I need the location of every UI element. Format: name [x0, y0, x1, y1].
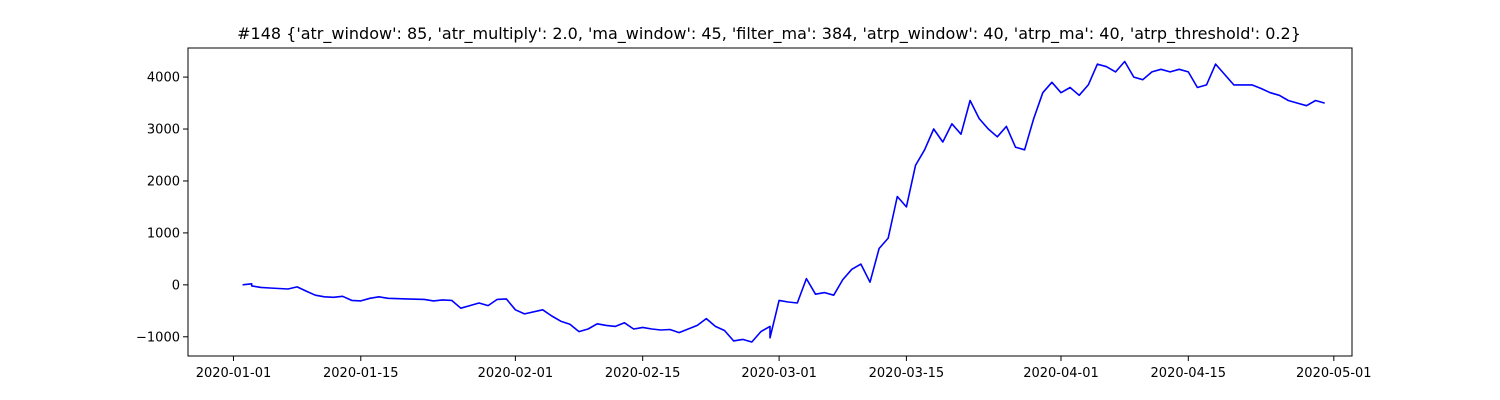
y-axis: −1000 0 1000 2000 3000 4000 — [136, 71, 188, 345]
y-tick-label: 0 — [172, 278, 180, 293]
series-layer — [242, 60, 1325, 343]
y-tick-label: 4000 — [147, 71, 180, 86]
x-tick-label: 2020-02-01 — [478, 366, 554, 381]
y-tick-label: −1000 — [136, 330, 180, 345]
series-line — [242, 60, 1325, 343]
plot-frame — [187, 47, 1353, 357]
x-tick-label: 2020-03-01 — [741, 366, 817, 381]
y-tick-label: 1000 — [147, 226, 180, 241]
x-tick-label: 2020-04-01 — [1023, 366, 1099, 381]
x-axis: 2020-01-01 2020-01-15 2020-02-01 2020-02-15… — [196, 356, 1372, 381]
x-tick-label: 2020-01-01 — [196, 366, 272, 381]
x-tick-label: 2020-05-01 — [1296, 366, 1372, 381]
x-tick-label: 2020-03-15 — [869, 366, 945, 381]
y-tick-label: 2000 — [147, 174, 180, 189]
x-tick-label: 2020-01-15 — [323, 366, 399, 381]
x-tick-label: 2020-04-15 — [1151, 366, 1227, 381]
x-tick-label: 2020-02-15 — [605, 366, 681, 381]
y-tick-label: 3000 — [147, 123, 180, 138]
chart-title: #148 {'atr_window': 85, 'atr_multiply': … — [237, 24, 1301, 44]
